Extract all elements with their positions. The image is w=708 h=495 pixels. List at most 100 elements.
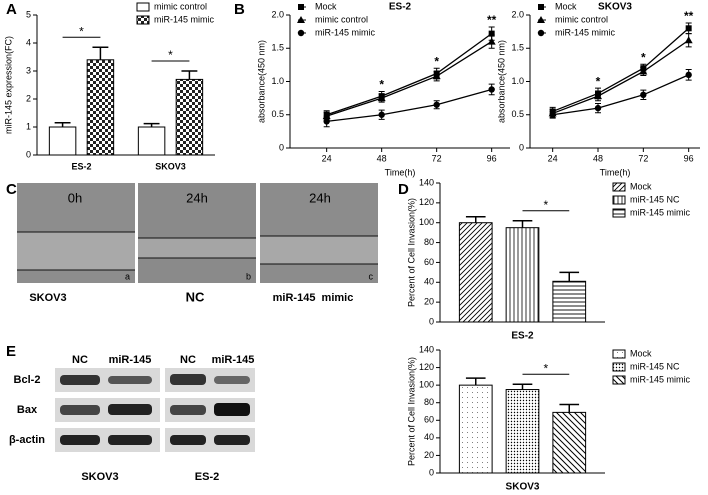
x-tick-label: 24 bbox=[548, 153, 558, 163]
cell-line: ES-2 bbox=[195, 471, 219, 483]
significance-label: * bbox=[168, 48, 173, 62]
error-bar bbox=[181, 70, 198, 80]
blot-column: miR-145 bbox=[212, 354, 255, 366]
y-tick-label: 60 bbox=[424, 415, 434, 425]
protein-label: β-actin bbox=[9, 434, 45, 446]
line bbox=[326, 88, 492, 123]
y-tick-label: 20 bbox=[424, 450, 434, 460]
point bbox=[594, 92, 602, 100]
legend-label: Mock bbox=[315, 1, 337, 11]
significance-label: ** bbox=[684, 9, 694, 23]
point bbox=[432, 72, 441, 80]
bar bbox=[552, 280, 587, 323]
y-tick-label: 0 bbox=[429, 467, 434, 477]
panel-letter: A bbox=[6, 1, 17, 18]
cell-line: SKOV3 bbox=[81, 471, 118, 483]
line bbox=[552, 27, 690, 113]
point bbox=[378, 111, 385, 118]
point bbox=[594, 104, 602, 112]
legend-label: miR-145 mimic bbox=[555, 27, 616, 37]
chart-title: SKOV3 bbox=[598, 2, 632, 13]
error-bar bbox=[559, 403, 580, 413]
point bbox=[487, 37, 496, 45]
point bbox=[377, 94, 386, 102]
point bbox=[685, 71, 692, 79]
error-bar bbox=[143, 122, 160, 127]
x-tick-label: 24 bbox=[322, 153, 332, 163]
legend-marker bbox=[298, 4, 304, 10]
y-tick-label: 20 bbox=[424, 297, 434, 307]
significance-label: * bbox=[544, 361, 549, 375]
blot-column: NC bbox=[180, 354, 196, 366]
x-tick-label: 72 bbox=[638, 153, 648, 163]
legend-swatch bbox=[136, 2, 150, 12]
group-label: SKOV3 bbox=[29, 292, 66, 304]
significance-label: * bbox=[596, 74, 601, 88]
x-tick-label: 48 bbox=[593, 153, 603, 163]
bar bbox=[552, 411, 587, 474]
line bbox=[326, 33, 493, 116]
point bbox=[549, 111, 556, 118]
error-bar bbox=[512, 219, 533, 228]
legend-label: Mock bbox=[630, 181, 652, 191]
bar bbox=[505, 389, 540, 474]
y-tick-label: 0.5 bbox=[271, 109, 284, 119]
bar bbox=[458, 384, 493, 474]
y-tick-label: 1 bbox=[26, 121, 31, 131]
chart-title: ES-2 bbox=[511, 331, 534, 342]
y-tick-label: 140 bbox=[419, 177, 434, 187]
point bbox=[488, 30, 495, 37]
blot-column: miR-145 bbox=[109, 354, 152, 366]
y-tick-label: 120 bbox=[419, 362, 434, 372]
chart-title: ES-2 bbox=[389, 2, 412, 13]
significance-label: ** bbox=[487, 13, 497, 27]
legend-swatch bbox=[612, 375, 626, 385]
legend-label: miR-145 NC bbox=[630, 194, 680, 204]
x-axis-label: Time(h) bbox=[385, 167, 416, 177]
point bbox=[488, 86, 495, 93]
legend-label: mimic control bbox=[315, 14, 368, 24]
chart-title: SKOV3 bbox=[506, 482, 540, 493]
legend-label: miR-145 mimic bbox=[154, 14, 215, 24]
y-tick-label: 80 bbox=[424, 237, 434, 247]
error-bar bbox=[465, 216, 486, 223]
time-label: 0h bbox=[68, 190, 82, 205]
panel-letter: B bbox=[234, 1, 245, 18]
line bbox=[552, 74, 689, 116]
significance-label: * bbox=[544, 198, 549, 212]
legend-marker bbox=[537, 29, 545, 37]
x-tick-label: SKOV3 bbox=[155, 161, 186, 171]
y-tick-label: 1.0 bbox=[511, 76, 524, 86]
protein-label: Bax bbox=[17, 404, 38, 416]
time-label: 24h bbox=[309, 190, 331, 205]
legend-label: miR-145 mimic bbox=[630, 207, 691, 217]
line bbox=[552, 39, 690, 115]
time-label: 24h bbox=[186, 190, 208, 205]
image-corner: c bbox=[369, 271, 374, 281]
point bbox=[640, 91, 647, 99]
legend-label: Mock bbox=[630, 348, 652, 358]
x-tick-label: 96 bbox=[487, 153, 497, 163]
x-tick-label: 48 bbox=[377, 153, 387, 163]
legend-swatch bbox=[612, 362, 626, 372]
y-tick-label: 1.0 bbox=[271, 76, 284, 86]
y-tick-label: 80 bbox=[424, 397, 434, 407]
error-bar bbox=[465, 377, 486, 386]
bar bbox=[175, 78, 204, 156]
point bbox=[433, 101, 440, 108]
point bbox=[684, 36, 693, 44]
protein-label: Bcl-2 bbox=[14, 374, 41, 386]
legend-marker bbox=[297, 16, 305, 23]
panel-letter: C bbox=[6, 181, 17, 198]
image-corner: a bbox=[125, 271, 130, 281]
legend-swatch bbox=[136, 15, 150, 25]
wound-images bbox=[17, 183, 378, 283]
y-tick-label: 100 bbox=[419, 380, 434, 390]
y-axis-label: miR-145 expression(FC) bbox=[3, 36, 13, 134]
x-axis-label: Time(h) bbox=[600, 167, 631, 177]
legend-marker bbox=[297, 29, 305, 37]
point bbox=[685, 25, 692, 32]
legend-swatch bbox=[612, 349, 626, 359]
x-tick-label: ES-2 bbox=[71, 161, 91, 171]
